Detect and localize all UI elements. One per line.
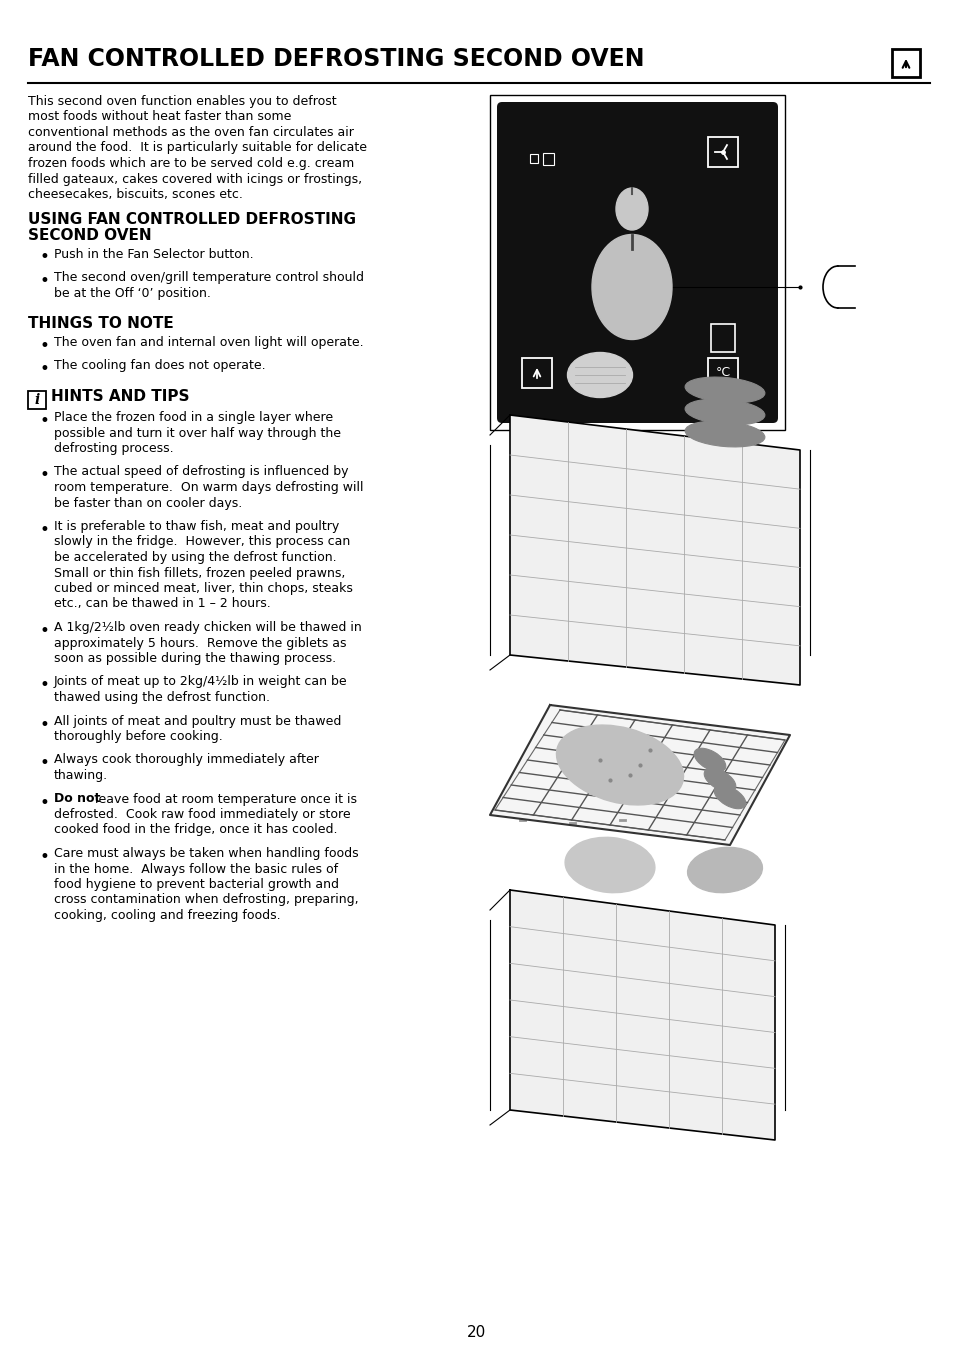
Ellipse shape xyxy=(684,399,764,426)
Text: The cooling fan does not operate.: The cooling fan does not operate. xyxy=(54,359,265,373)
Text: etc., can be thawed in 1 – 2 hours.: etc., can be thawed in 1 – 2 hours. xyxy=(54,597,271,611)
Text: frozen foods which are to be served cold e.g. cream: frozen foods which are to be served cold… xyxy=(28,157,354,170)
FancyBboxPatch shape xyxy=(891,49,919,77)
Text: around the food.  It is particularly suitable for delicate: around the food. It is particularly suit… xyxy=(28,142,367,154)
Text: thawing.: thawing. xyxy=(54,769,108,782)
Text: be faster than on cooler days.: be faster than on cooler days. xyxy=(54,497,242,509)
Bar xyxy=(710,324,734,353)
FancyBboxPatch shape xyxy=(707,136,738,168)
Text: food hygiene to prevent bacterial growth and: food hygiene to prevent bacterial growth… xyxy=(54,878,338,892)
Text: •: • xyxy=(40,336,50,355)
Ellipse shape xyxy=(564,838,654,893)
FancyBboxPatch shape xyxy=(497,101,778,423)
Text: cooked food in the fridge, once it has cooled.: cooked food in the fridge, once it has c… xyxy=(54,824,337,836)
Ellipse shape xyxy=(714,785,745,809)
Text: Small or thin fish fillets, frozen peeled prawns,: Small or thin fish fillets, frozen peele… xyxy=(54,566,345,580)
Text: •: • xyxy=(40,621,50,640)
Text: approximately 5 hours.  Remove the giblets as: approximately 5 hours. Remove the giblet… xyxy=(54,636,346,650)
Ellipse shape xyxy=(703,769,735,792)
FancyBboxPatch shape xyxy=(707,358,738,388)
Text: possible and turn it over half way through the: possible and turn it over half way throu… xyxy=(54,427,340,439)
Text: FAN CONTROLLED DEFROSTING SECOND OVEN: FAN CONTROLLED DEFROSTING SECOND OVEN xyxy=(28,47,644,72)
Text: cooking, cooling and freezing foods.: cooking, cooling and freezing foods. xyxy=(54,909,280,921)
Polygon shape xyxy=(510,890,774,1140)
Text: •: • xyxy=(40,361,50,378)
Text: thoroughly before cooking.: thoroughly before cooking. xyxy=(54,730,222,743)
Text: room temperature.  On warm days defrosting will: room temperature. On warm days defrostin… xyxy=(54,481,363,494)
Text: be at the Off ‘0’ position.: be at the Off ‘0’ position. xyxy=(54,286,211,300)
Text: A 1kg/2½lb oven ready chicken will be thawed in: A 1kg/2½lb oven ready chicken will be th… xyxy=(54,621,361,634)
Ellipse shape xyxy=(684,377,764,403)
Ellipse shape xyxy=(567,353,632,397)
Text: thawed using the defrost function.: thawed using the defrost function. xyxy=(54,690,270,704)
Text: Care must always be taken when handling foods: Care must always be taken when handling … xyxy=(54,847,358,861)
Ellipse shape xyxy=(694,748,725,771)
Text: •: • xyxy=(40,412,50,430)
FancyBboxPatch shape xyxy=(28,390,46,409)
Bar xyxy=(542,153,554,165)
Text: HINTS AND TIPS: HINTS AND TIPS xyxy=(51,389,190,404)
Text: •: • xyxy=(40,677,50,694)
Text: SECOND OVEN: SECOND OVEN xyxy=(28,227,152,242)
Text: cubed or minced meat, liver, thin chops, steaks: cubed or minced meat, liver, thin chops,… xyxy=(54,582,353,594)
Text: defrosted.  Cook raw food immediately or store: defrosted. Cook raw food immediately or … xyxy=(54,808,351,821)
Text: be accelerated by using the defrost function.: be accelerated by using the defrost func… xyxy=(54,551,336,563)
Text: i: i xyxy=(34,393,40,407)
Text: The actual speed of defrosting is influenced by: The actual speed of defrosting is influe… xyxy=(54,466,348,478)
Text: cross contamination when defrosting, preparing,: cross contamination when defrosting, pre… xyxy=(54,893,358,907)
Text: Always cook thoroughly immediately after: Always cook thoroughly immediately after xyxy=(54,754,318,766)
Text: •: • xyxy=(40,793,50,812)
Text: cheesecakes, biscuits, scones etc.: cheesecakes, biscuits, scones etc. xyxy=(28,188,243,201)
Text: conventional methods as the oven fan circulates air: conventional methods as the oven fan cir… xyxy=(28,126,354,139)
Ellipse shape xyxy=(556,725,682,805)
Text: •: • xyxy=(40,754,50,773)
Text: defrosting process.: defrosting process. xyxy=(54,442,173,455)
Text: The second oven/grill temperature control should: The second oven/grill temperature contro… xyxy=(54,272,364,284)
Polygon shape xyxy=(510,415,800,685)
Text: •: • xyxy=(40,466,50,485)
Text: 20: 20 xyxy=(467,1325,486,1340)
Text: This second oven function enables you to defrost: This second oven function enables you to… xyxy=(28,95,336,108)
Text: •: • xyxy=(40,716,50,734)
Polygon shape xyxy=(490,705,789,844)
Text: •: • xyxy=(40,521,50,539)
Text: •: • xyxy=(40,848,50,866)
Text: •: • xyxy=(40,272,50,290)
Text: The oven fan and internal oven light will operate.: The oven fan and internal oven light wil… xyxy=(54,336,363,349)
Text: leave food at room temperature once it is: leave food at room temperature once it i… xyxy=(91,793,356,805)
Text: slowly in the fridge.  However, this process can: slowly in the fridge. However, this proc… xyxy=(54,535,350,549)
Text: soon as possible during the thawing process.: soon as possible during the thawing proc… xyxy=(54,653,335,665)
Ellipse shape xyxy=(592,235,671,339)
Text: in the home.  Always follow the basic rules of: in the home. Always follow the basic rul… xyxy=(54,862,337,875)
Text: USING FAN CONTROLLED DEFROSTING: USING FAN CONTROLLED DEFROSTING xyxy=(28,212,355,227)
FancyBboxPatch shape xyxy=(490,95,784,430)
Text: Do not: Do not xyxy=(54,793,100,805)
Ellipse shape xyxy=(684,422,764,447)
Ellipse shape xyxy=(840,266,869,308)
Text: Joints of meat up to 2kg/4½lb in weight can be: Joints of meat up to 2kg/4½lb in weight … xyxy=(54,676,347,689)
Text: °C: °C xyxy=(715,366,730,380)
Text: •: • xyxy=(40,249,50,266)
Text: All joints of meat and poultry must be thawed: All joints of meat and poultry must be t… xyxy=(54,715,341,727)
Text: THINGS TO NOTE: THINGS TO NOTE xyxy=(28,316,173,331)
Text: It is preferable to thaw fish, meat and poultry: It is preferable to thaw fish, meat and … xyxy=(54,520,339,534)
Text: most foods without heat faster than some: most foods without heat faster than some xyxy=(28,111,291,123)
Bar xyxy=(530,154,537,163)
Text: Push in the Fan Selector button.: Push in the Fan Selector button. xyxy=(54,247,253,261)
Text: Place the frozen food in a single layer where: Place the frozen food in a single layer … xyxy=(54,411,333,424)
Ellipse shape xyxy=(616,188,647,230)
FancyBboxPatch shape xyxy=(521,358,552,388)
Ellipse shape xyxy=(687,847,761,893)
Text: filled gateaux, cakes covered with icings or frostings,: filled gateaux, cakes covered with icing… xyxy=(28,173,362,185)
